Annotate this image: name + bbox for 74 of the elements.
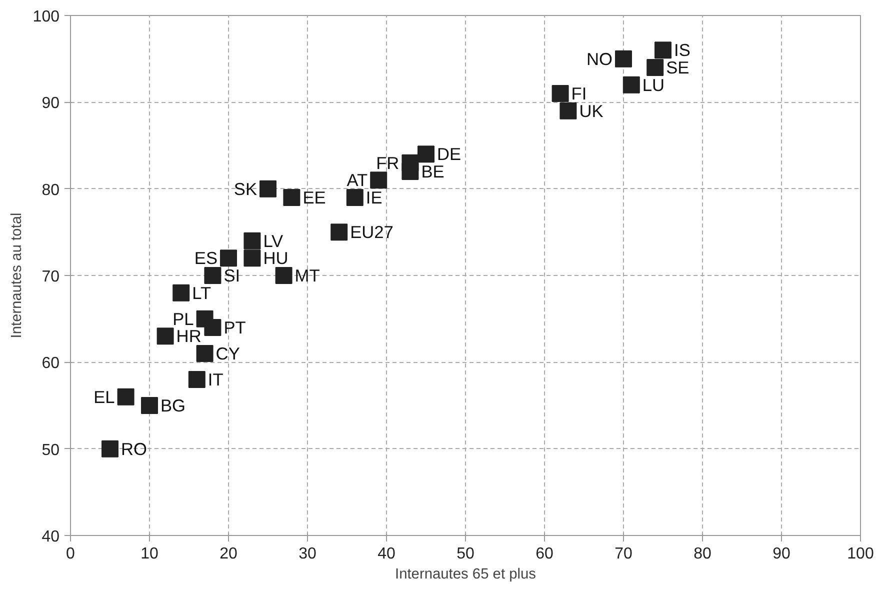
point: [654, 42, 672, 59]
y-tick-label: 90: [42, 95, 60, 112]
y-tick-label: 70: [42, 268, 60, 286]
annotation: ES: [194, 248, 218, 268]
annotation: IS: [674, 40, 690, 60]
point: [196, 345, 214, 362]
annotation: LT: [192, 282, 212, 303]
x-tick-label: 20: [220, 546, 238, 562]
x-tick-label: 30: [298, 546, 316, 562]
point: [220, 250, 237, 267]
x-axis-title: Internautes 65 et plus: [395, 566, 536, 582]
point: [244, 232, 261, 250]
point: [188, 371, 206, 388]
annotation: EL: [94, 386, 116, 407]
annotation: NO: [586, 48, 613, 69]
x-tick-label: 70: [614, 546, 632, 562]
point: [370, 172, 388, 189]
x-tick-label: 50: [456, 546, 474, 562]
point: [560, 102, 577, 120]
point: [283, 189, 300, 206]
point: [622, 76, 640, 94]
y-tick-label: 100: [32, 8, 60, 26]
annotation: FI: [571, 84, 587, 104]
point: [172, 284, 190, 302]
point: [141, 397, 158, 414]
point: [204, 319, 222, 336]
point: [646, 59, 664, 76]
annotation: IE: [366, 188, 382, 208]
annotation: RO: [121, 438, 147, 459]
point: [204, 267, 222, 284]
x-tick-label: 90: [772, 546, 790, 562]
annotation: SK: [234, 178, 258, 199]
point: [244, 250, 261, 267]
x-tick-label: 100: [847, 546, 874, 562]
y-tick-label: 40: [42, 528, 60, 546]
annotation: PL: [172, 308, 194, 329]
annotation: BE: [421, 162, 444, 182]
annotation: BG: [160, 396, 186, 416]
annotation: IT: [208, 370, 224, 390]
point: [418, 146, 434, 163]
annotation: HU: [263, 248, 288, 268]
y-tick-label: 60: [42, 355, 60, 372]
x-tick-label: 10: [140, 546, 158, 562]
x-tick-label: 40: [378, 546, 396, 562]
annotation: LV: [263, 230, 284, 251]
point: [402, 154, 419, 172]
x-tick-label: 80: [694, 546, 712, 562]
annotation: PT: [224, 318, 246, 338]
point: [156, 328, 174, 345]
point: [346, 189, 364, 206]
annotation: FR: [376, 152, 400, 173]
annotation: EU27: [350, 222, 394, 242]
point: [260, 180, 276, 198]
annotation: AT: [346, 170, 368, 190]
annotation: MT: [294, 266, 320, 286]
point: [102, 440, 118, 458]
x-tick-label: 0: [66, 546, 76, 562]
annotation: SI: [224, 266, 240, 286]
annotation: EE: [302, 188, 326, 208]
point: [275, 267, 292, 284]
y-axis-title: Internautes au total: [8, 212, 25, 338]
annotation: LU: [642, 74, 665, 95]
annotation: CY: [216, 344, 240, 364]
annotation: DE: [437, 144, 462, 164]
point: [615, 50, 632, 68]
point: [552, 85, 569, 102]
y-tick-label: 80: [42, 182, 60, 199]
point: [117, 388, 134, 406]
annotation: UK: [579, 100, 604, 121]
annotation: HR: [176, 326, 202, 346]
point: [330, 224, 348, 241]
y-tick-label: 50: [42, 442, 60, 459]
x-tick-label: 60: [536, 546, 554, 562]
annotation: SE: [666, 58, 690, 78]
